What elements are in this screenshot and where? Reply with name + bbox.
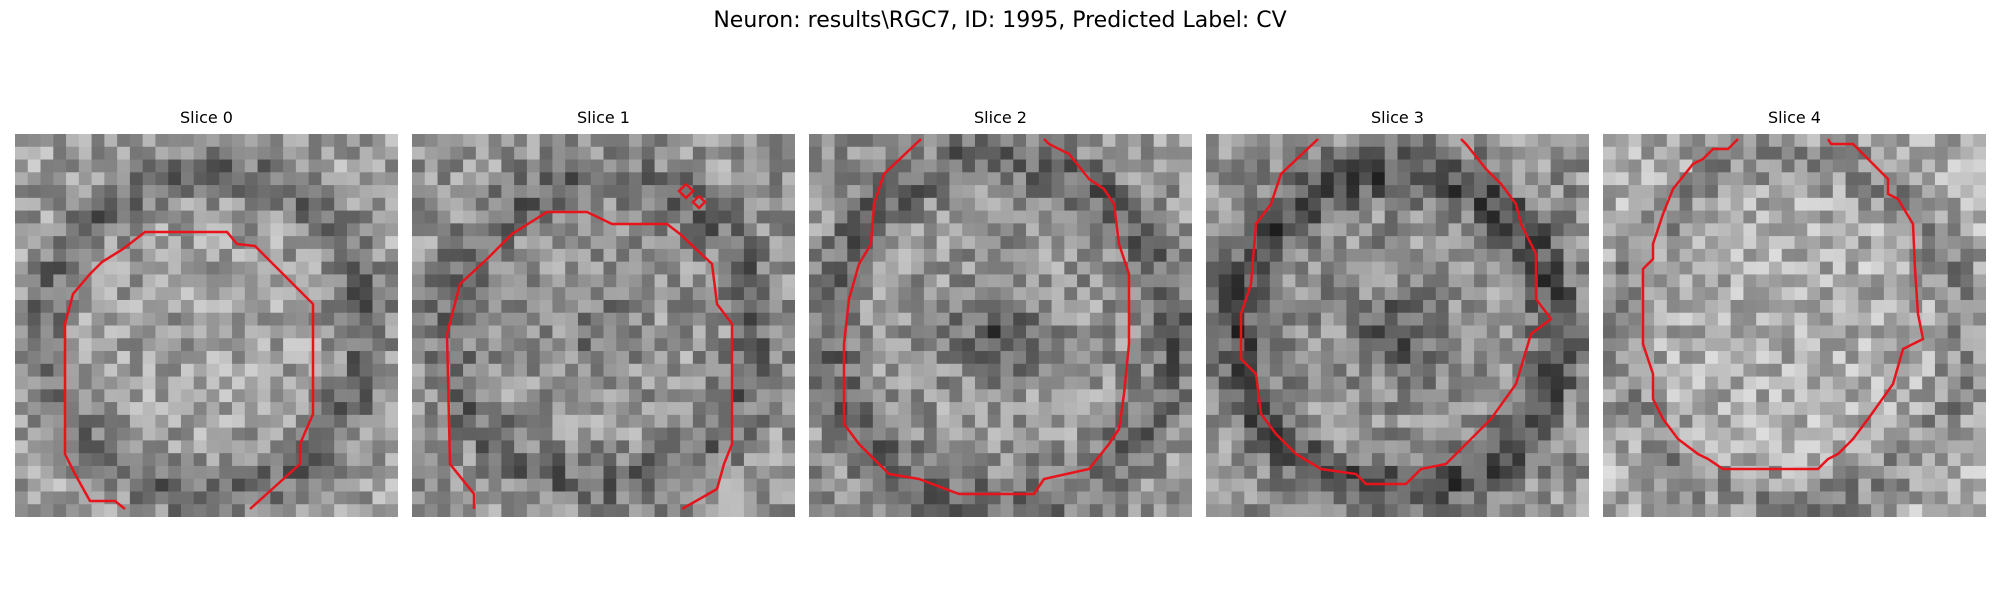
pixel-grid-3: [1206, 134, 1589, 517]
slice-title-2: Slice 2: [974, 108, 1027, 127]
pixel-grid-0: [15, 134, 398, 517]
neuron-contour-2: [842, 138, 1131, 496]
slice-title-4: Slice 4: [1768, 108, 1821, 127]
pixel-grid-4: [1603, 134, 1986, 517]
slice-image-1: [412, 134, 795, 517]
pixel-grid-1: [412, 134, 795, 517]
slice-image-0: [15, 134, 398, 517]
neuron-contour-1-artifact-b: [691, 195, 707, 210]
neuron-contour-1: [445, 210, 734, 511]
slice-image-3: [1206, 134, 1589, 517]
pixel-grid-2: [809, 134, 1192, 517]
figure-title: Neuron: results\RGC7, ID: 1995, Predicte…: [713, 8, 1287, 33]
neuron-contour-1-artifact-a: [677, 183, 695, 200]
slice-title-1: Slice 1: [577, 108, 630, 127]
slice-image-2: [809, 134, 1192, 517]
slice-image-4: [1603, 134, 1986, 517]
neuron-contour-0: [63, 230, 315, 510]
slice-title-3: Slice 3: [1371, 108, 1424, 127]
slice-title-0: Slice 0: [180, 108, 233, 127]
neuron-contour-3: [1239, 138, 1553, 486]
neuron-contour-4: [1641, 138, 1925, 471]
